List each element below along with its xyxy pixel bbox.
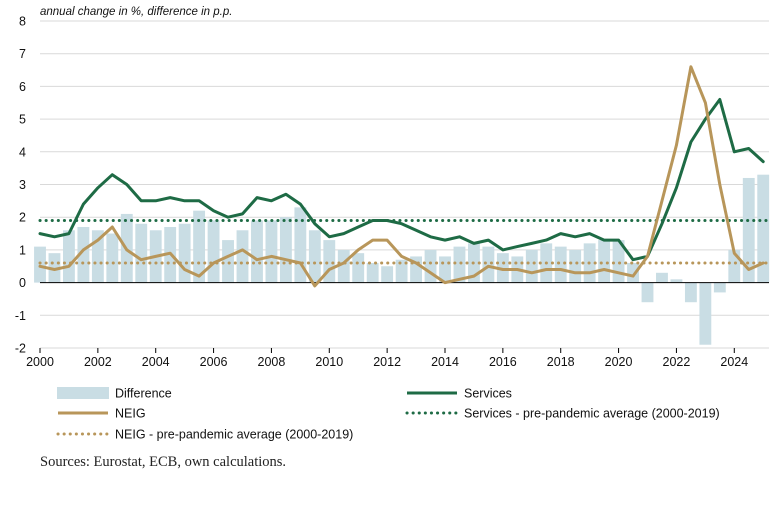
- difference-bar-4: [91, 230, 104, 283]
- y-tick-label-8: 6: [19, 80, 26, 94]
- y-tick-label-5: 3: [19, 178, 26, 192]
- x-tick-label-11: 2022: [663, 355, 691, 369]
- difference-bar-14: [236, 230, 249, 283]
- difference-bar-3: [77, 227, 90, 283]
- difference-bar-23: [366, 262, 379, 283]
- difference-bar-20: [323, 240, 336, 283]
- y-tick-label-7: 5: [19, 113, 26, 127]
- difference-bar-28: [439, 256, 451, 283]
- difference-bar-34: [525, 249, 538, 283]
- difference-bar-16: [265, 220, 278, 283]
- y-tick-label-6: 4: [19, 145, 26, 159]
- x-tick-label-9: 2018: [547, 355, 575, 369]
- legend-label-1: Services: [464, 387, 512, 401]
- legend: Difference Services NEIG Services - pre-pan…: [56, 387, 720, 442]
- x-tick-label-12: 2024: [720, 355, 748, 369]
- x-axis: 2000 2002 2004 2006 2008 2010 2012 2014 2016 2018…: [26, 348, 748, 369]
- difference-bar-31: [482, 246, 495, 283]
- x-tick-label-2: 2004: [142, 355, 170, 369]
- difference-bar-7: [135, 223, 148, 283]
- x-tick-label-8: 2016: [489, 355, 517, 369]
- difference-bar-17: [279, 217, 292, 283]
- difference-bar-22: [352, 253, 365, 283]
- difference-bar-18: [294, 207, 307, 283]
- difference-bar-27: [424, 249, 437, 283]
- difference-bar-36: [554, 246, 567, 283]
- difference-bar-47: [713, 282, 726, 293]
- y-tick-label-0: -2: [15, 342, 26, 356]
- difference-bar-0: [34, 246, 46, 283]
- difference-bar-42: [641, 282, 654, 303]
- x-tick-label-6: 2012: [373, 355, 401, 369]
- difference-bar-12: [207, 220, 220, 283]
- difference-bar-26: [410, 256, 423, 283]
- difference-bar-43: [656, 272, 668, 283]
- legend-label-0: Difference: [115, 387, 172, 401]
- difference-bar-50: [757, 174, 770, 283]
- difference-bar-49: [742, 177, 755, 283]
- difference-bar-41: [627, 262, 639, 283]
- x-tick-label-4: 2008: [258, 355, 286, 369]
- series-lines: [38, 65, 765, 288]
- difference-bar-32: [496, 253, 509, 283]
- reference-lines: [38, 218, 771, 265]
- difference-bar-44: [670, 279, 683, 283]
- difference-bar-2: [62, 230, 75, 283]
- difference-bar-15: [251, 220, 263, 283]
- legend-label-4: NEIG - pre-pandemic average (2000-2019): [115, 428, 353, 442]
- difference-bar-37: [569, 249, 582, 283]
- y-tick-label-2: 0: [19, 276, 26, 290]
- y-tick-label-1: -1: [15, 309, 26, 323]
- difference-bar-24: [381, 266, 394, 283]
- y-tick-label-10: 8: [19, 15, 26, 29]
- x-tick-label-5: 2010: [315, 355, 343, 369]
- chart-subtitle: annual change in %, difference in p.p.: [40, 6, 232, 18]
- difference-bar-13: [222, 240, 234, 283]
- x-tick-label-10: 2020: [605, 355, 633, 369]
- series-line-0: [38, 98, 765, 262]
- x-tick-label-3: 2006: [200, 355, 228, 369]
- difference-bar-39: [598, 240, 611, 283]
- source-note: Sources: Eurostat, ECB, own calculations…: [40, 454, 287, 470]
- y-tick-label-4: 2: [19, 211, 26, 225]
- y-tick-label-3: 1: [19, 243, 26, 257]
- difference-bar-29: [453, 246, 466, 283]
- difference-bar-25: [395, 259, 408, 283]
- difference-bar-19: [308, 230, 321, 283]
- difference-bar-10: [178, 223, 191, 283]
- series-line-1: [38, 65, 765, 288]
- difference-bar-46: [699, 282, 712, 345]
- difference-bar-5: [106, 233, 119, 283]
- difference-bar-40: [612, 240, 625, 283]
- legend-label-2: NEIG: [115, 407, 146, 421]
- legend-label-3: Services - pre-pandemic average (2000-20…: [464, 407, 720, 421]
- difference-bar-1: [48, 253, 61, 283]
- y-axis: -2 -1 0 1 2 3 4 5 6 7 8: [15, 15, 26, 356]
- legend-swatch-0: [57, 387, 109, 399]
- difference-bar-21: [337, 249, 350, 283]
- x-tick-label-7: 2014: [431, 355, 459, 369]
- x-tick-label-1: 2002: [84, 355, 112, 369]
- difference-bar-45: [684, 282, 697, 303]
- gridlines: [40, 20, 769, 349]
- difference-bar-11: [193, 210, 206, 283]
- difference-bar-48: [728, 249, 741, 283]
- y-tick-label-9: 7: [19, 47, 26, 61]
- x-tick-label-0: 2000: [26, 355, 54, 369]
